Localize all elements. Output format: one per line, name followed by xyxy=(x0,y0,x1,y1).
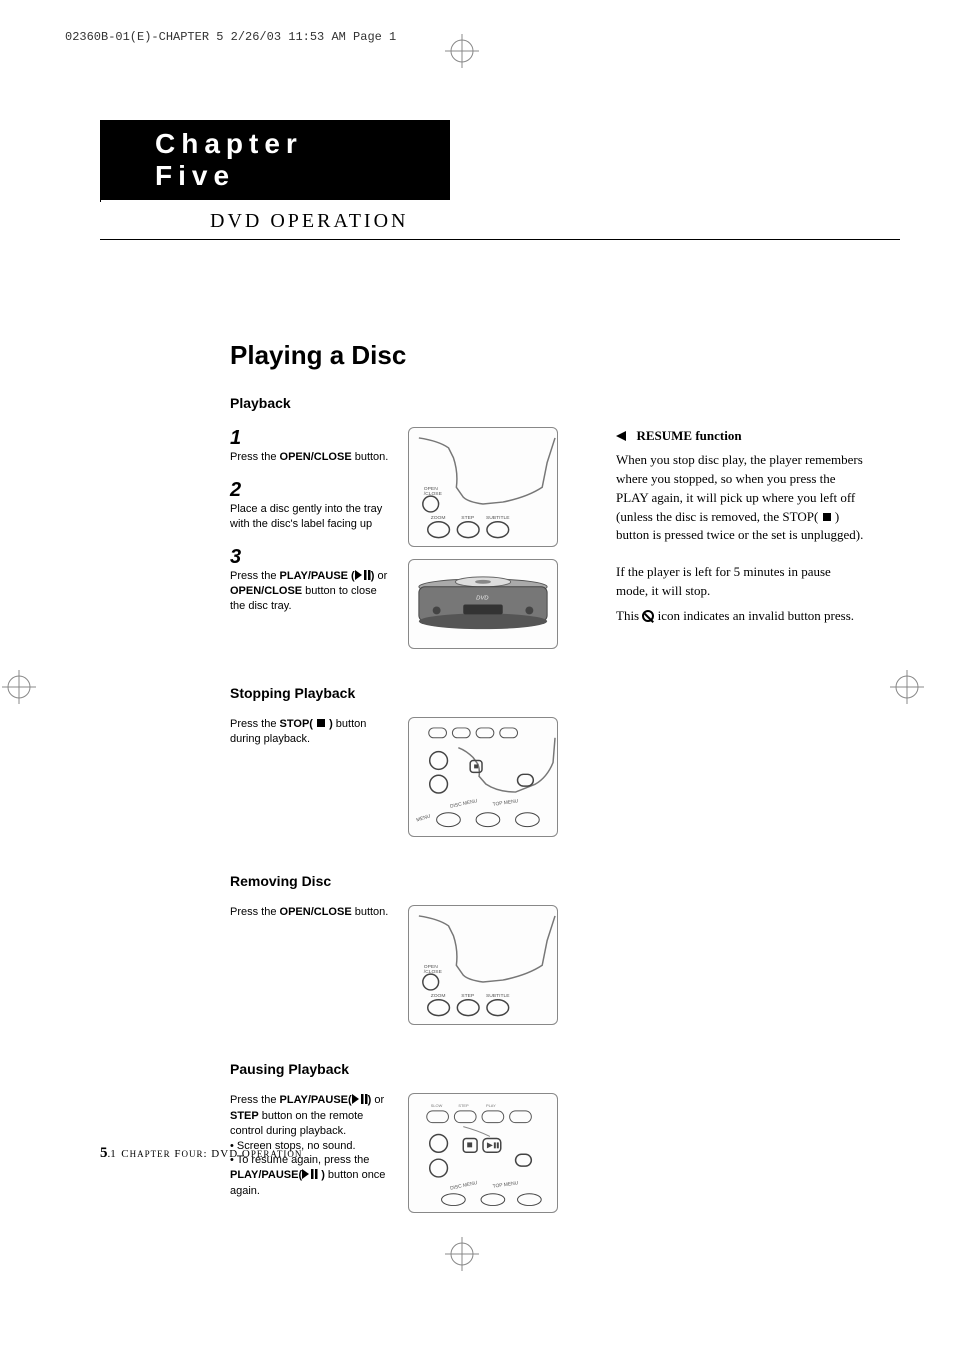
step-number: 2 xyxy=(230,479,390,502)
horizontal-rule xyxy=(100,239,900,240)
removing-heading: Removing Disc xyxy=(230,873,890,889)
left-arrow-icon xyxy=(616,431,626,441)
step-text: Press the PLAY/PAUSE () or OPEN/CLOSE bu… xyxy=(230,569,390,615)
resume-heading: RESUME function xyxy=(616,427,866,445)
svg-text:SUBTITLE: SUBTITLE xyxy=(486,515,510,521)
svg-text:STEP: STEP xyxy=(461,993,475,999)
play-pause-icon xyxy=(302,1169,318,1184)
page-footer: 5.1 CHAPTER FOUR: DVD OPERATION xyxy=(100,1145,302,1162)
section-title: Playing a Disc xyxy=(230,340,890,371)
step-text: Place a disc gently into the tray with t… xyxy=(230,502,390,532)
resume-paragraph: When you stop disc play, the player reme… xyxy=(616,451,866,545)
svg-text:PLAY: PLAY xyxy=(486,1103,496,1108)
page-content: Chapter Five DVD OPERATION Playing a Dis… xyxy=(100,120,890,1225)
resume-paragraph: If the player is left for 5 minutes in p… xyxy=(616,563,866,601)
stopping-heading: Stopping Playback xyxy=(230,685,890,701)
stopping-text: Press the STOP( ) button during playback… xyxy=(230,717,390,849)
remote-stop-illustration: DISC MENU TOP MENU MENU xyxy=(408,717,558,837)
play-pause-icon xyxy=(352,1094,368,1109)
svg-text:ZOOM: ZOOM xyxy=(431,993,446,999)
resume-paragraph: This icon indicates an invalid button pr… xyxy=(616,607,866,626)
prohibit-icon xyxy=(642,610,654,622)
svg-text:ZOOM: ZOOM xyxy=(431,515,446,521)
step-text: Press the OPEN/CLOSE button. xyxy=(230,450,390,465)
playback-steps: 1 Press the OPEN/CLOSE button. 2 Place a… xyxy=(230,427,390,661)
crop-mark-icon xyxy=(445,34,479,68)
svg-text:DVD: DVD xyxy=(476,596,489,602)
stop-icon xyxy=(317,719,325,727)
dvd-player-illustration: DVD xyxy=(408,559,558,649)
svg-text:STEP: STEP xyxy=(458,1103,469,1108)
step-number: 1 xyxy=(230,427,390,450)
vertical-rule xyxy=(100,162,101,202)
svg-text:TOP MENU: TOP MENU xyxy=(492,798,519,808)
step-number: 3 xyxy=(230,546,390,569)
removing-text: Press the OPEN/CLOSE button. xyxy=(230,905,390,1037)
svg-text:/CLOSE: /CLOSE xyxy=(424,969,443,975)
stop-icon xyxy=(823,513,831,521)
remote-open-illustration: OPEN /CLOSE ZOOM STEP SUBTITLE xyxy=(408,427,558,547)
play-pause-icon xyxy=(355,570,371,585)
svg-text:DISC MENU: DISC MENU xyxy=(450,1180,479,1192)
svg-text:STEP: STEP xyxy=(461,515,475,521)
crop-mark-icon xyxy=(445,1237,479,1271)
svg-text:DISC MENU: DISC MENU xyxy=(450,798,479,810)
chapter-subtitle: DVD OPERATION xyxy=(210,210,890,233)
svg-text:SLOW: SLOW xyxy=(431,1103,443,1108)
playback-illustrations: OPEN /CLOSE ZOOM STEP SUBTITLE xyxy=(408,427,568,661)
playback-heading: Playback xyxy=(230,395,890,411)
print-header: 02360B-01(E)-CHAPTER 5 2/26/03 11:53 AM … xyxy=(65,30,396,44)
svg-text:MENU: MENU xyxy=(416,813,432,823)
chapter-title-bar: Chapter Five xyxy=(100,120,450,200)
remote-play-illustration: SLOW STEP PLAY xyxy=(408,1093,558,1213)
resume-sidebar: RESUME function When you stop disc play,… xyxy=(616,427,866,661)
svg-text:SUBTITLE: SUBTITLE xyxy=(486,993,510,999)
remote-open-illustration: OPEN /CLOSE ZOOM STEP SUBTITLE xyxy=(408,905,558,1025)
svg-text:/CLOSE: /CLOSE xyxy=(424,491,443,497)
crop-mark-icon xyxy=(890,670,924,704)
crop-mark-icon xyxy=(2,670,36,704)
svg-text:TOP MENU: TOP MENU xyxy=(492,1180,519,1190)
pausing-heading: Pausing Playback xyxy=(230,1061,890,1077)
